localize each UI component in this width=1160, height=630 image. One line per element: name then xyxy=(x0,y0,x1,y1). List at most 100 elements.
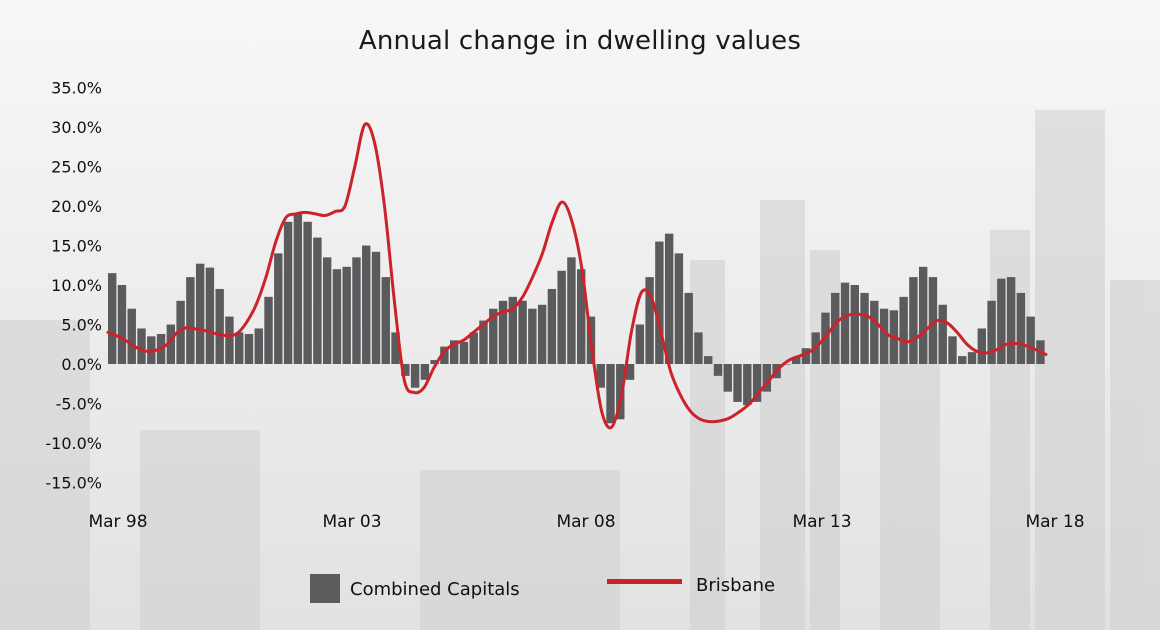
bar xyxy=(176,300,185,364)
bar xyxy=(371,251,381,364)
bar xyxy=(645,277,654,364)
bar xyxy=(899,296,908,364)
bar xyxy=(518,300,527,364)
bar xyxy=(362,245,371,364)
bar xyxy=(928,277,938,364)
bar xyxy=(244,333,254,364)
bar xyxy=(1026,316,1035,364)
bar xyxy=(332,269,342,364)
y-tick-label: 15.0% xyxy=(51,237,102,256)
bar xyxy=(664,233,674,364)
bar xyxy=(459,341,469,364)
bar xyxy=(401,364,410,376)
bar xyxy=(782,364,791,365)
bar xyxy=(840,282,850,364)
bar xyxy=(987,300,996,364)
bar xyxy=(606,364,615,424)
bar xyxy=(430,360,439,364)
bar xyxy=(704,356,713,364)
bar xyxy=(948,336,957,364)
bar xyxy=(205,267,215,364)
bar xyxy=(225,316,234,364)
bar xyxy=(938,304,947,364)
bar xyxy=(195,263,205,364)
bar xyxy=(410,364,420,388)
bar xyxy=(508,296,517,364)
bar xyxy=(449,340,459,364)
bar xyxy=(684,292,693,364)
y-tick-label: 25.0% xyxy=(51,158,102,177)
bar xyxy=(166,324,176,364)
bar xyxy=(655,241,664,364)
bar xyxy=(577,269,586,364)
chart-title: Annual change in dwelling values xyxy=(358,26,802,56)
bar xyxy=(831,292,840,364)
bar xyxy=(391,332,400,364)
bar xyxy=(274,253,283,364)
bar xyxy=(479,320,488,364)
bar xyxy=(635,324,645,364)
bar xyxy=(557,270,566,364)
bar xyxy=(791,356,801,364)
bar xyxy=(967,352,977,364)
bar xyxy=(801,348,811,364)
y-tick-label: 30.0% xyxy=(51,118,102,137)
bar xyxy=(235,332,244,364)
legend-label-brisbane: Brisbane xyxy=(696,575,775,596)
bar xyxy=(264,296,273,364)
bar xyxy=(342,266,351,364)
bar xyxy=(625,364,635,380)
bar xyxy=(1006,277,1016,364)
legend: Combined Capitals Brisbane xyxy=(310,574,775,603)
bar xyxy=(1016,292,1026,364)
bar xyxy=(713,364,723,376)
x-tick-label: Mar 08 xyxy=(556,512,615,532)
bar xyxy=(489,308,498,364)
y-tick-label: 0.0% xyxy=(61,355,102,374)
bar xyxy=(293,213,303,364)
y-tick-label: 20.0% xyxy=(51,197,102,216)
bar xyxy=(322,257,332,364)
bar xyxy=(918,266,928,364)
bar xyxy=(567,257,576,364)
legend-swatch-brisbane xyxy=(607,579,682,584)
x-axis: Mar 98 Mar 03 Mar 08 Mar 13 Mar 18 xyxy=(88,512,1084,532)
bar xyxy=(997,278,1006,364)
bar xyxy=(733,364,742,402)
x-tick-label: Mar 18 xyxy=(1025,512,1084,532)
bar xyxy=(723,364,732,392)
bar xyxy=(958,356,967,364)
y-tick-label: 5.0% xyxy=(61,316,102,335)
bar xyxy=(850,285,859,364)
bar xyxy=(870,300,879,364)
bar xyxy=(743,364,752,406)
bar xyxy=(254,328,263,364)
y-axis: 35.0% 30.0% 25.0% 20.0% 15.0% 10.0% 5.0% 0.0% -5… xyxy=(45,79,102,493)
legend-swatch-combined-capitals xyxy=(310,574,340,603)
bar xyxy=(674,253,684,364)
x-tick-label: Mar 03 xyxy=(322,512,381,532)
bar xyxy=(420,364,430,380)
bar xyxy=(108,273,117,364)
bar xyxy=(117,285,127,364)
y-tick-label: -15.0% xyxy=(45,474,102,493)
y-tick-label: -10.0% xyxy=(45,434,102,453)
bar xyxy=(596,364,605,388)
bar xyxy=(879,308,889,364)
bar xyxy=(469,332,478,364)
bar xyxy=(694,332,703,364)
bar xyxy=(537,304,547,364)
y-tick-label: 35.0% xyxy=(51,79,102,98)
bar xyxy=(752,364,762,402)
bar xyxy=(381,277,390,364)
bar xyxy=(283,221,293,364)
bar xyxy=(762,364,772,392)
bar xyxy=(186,277,195,364)
bar xyxy=(215,288,224,364)
bar xyxy=(528,308,537,364)
bar xyxy=(352,257,361,364)
bar xyxy=(137,328,146,364)
bar xyxy=(498,300,508,364)
bar xyxy=(127,308,136,364)
